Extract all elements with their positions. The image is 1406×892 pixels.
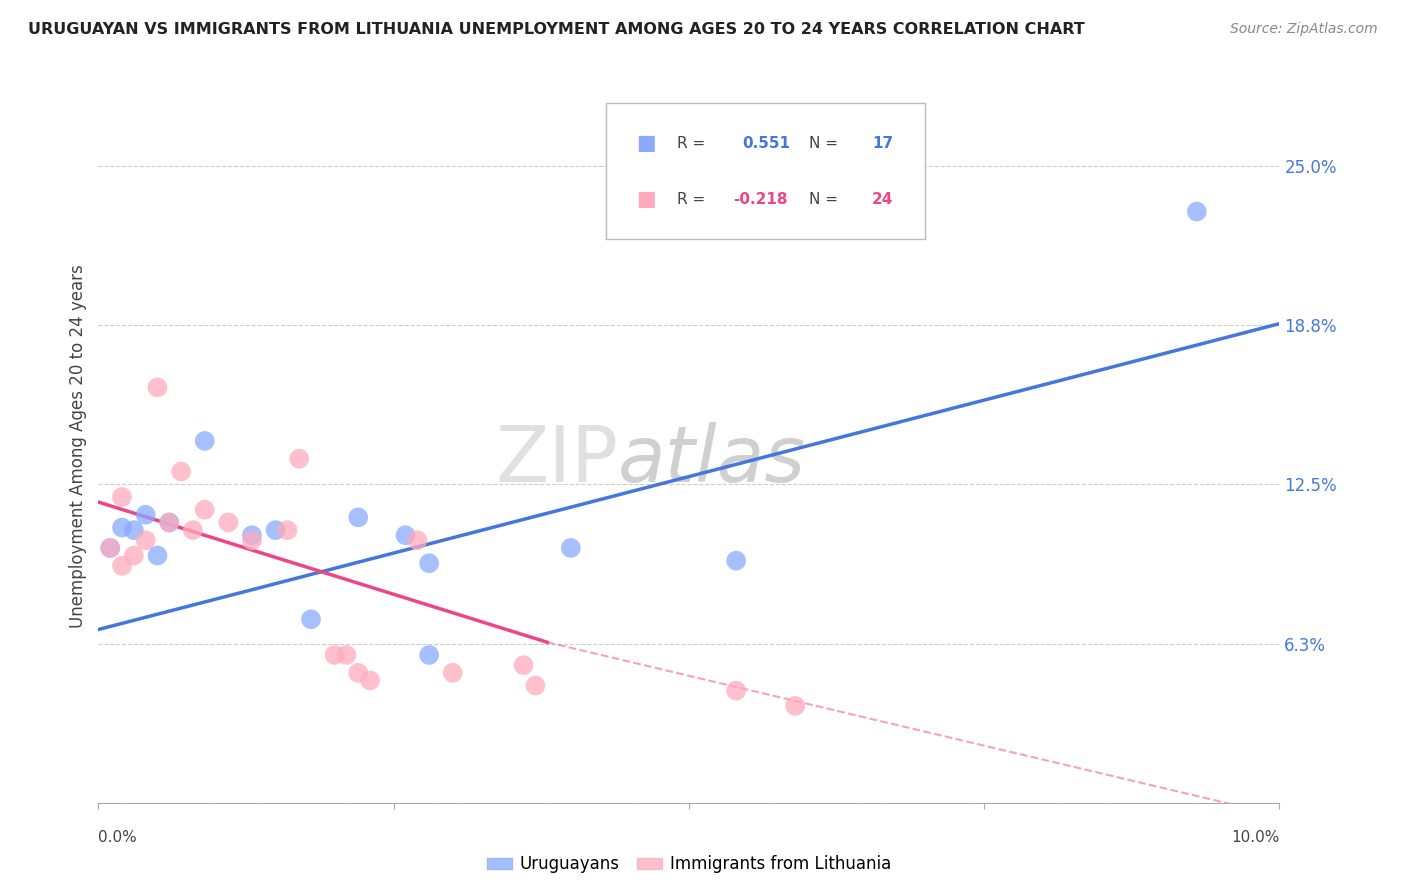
Point (441, 665, 464, 680)
Point (194, 502, 217, 516)
Point (299, 612, 322, 626)
Text: 24: 24 (872, 192, 893, 207)
Point (347, 510, 370, 524)
Text: atlas: atlas (619, 422, 806, 499)
Point (157, 516, 180, 530)
Point (512, 658, 534, 673)
Text: R =: R = (678, 192, 710, 207)
Point (194, 434, 217, 448)
Text: 10.0%: 10.0% (1232, 830, 1279, 845)
Point (157, 516, 180, 530)
Point (524, 679, 547, 693)
Point (1185, 204, 1208, 219)
Text: 0.551: 0.551 (742, 136, 790, 151)
Point (111, 558, 134, 573)
Point (406, 533, 429, 548)
Point (135, 533, 157, 548)
Point (170, 465, 193, 479)
Point (217, 516, 239, 530)
Point (98, 541, 121, 555)
Point (122, 549, 145, 563)
Text: N =: N = (810, 192, 844, 207)
Point (785, 698, 807, 713)
Point (323, 648, 346, 662)
Point (111, 520, 134, 534)
Text: N =: N = (810, 136, 844, 151)
Point (347, 665, 370, 680)
Text: Source: ZipAtlas.com: Source: ZipAtlas.com (1230, 22, 1378, 37)
Point (725, 683, 748, 698)
Point (264, 523, 287, 537)
Text: R =: R = (678, 136, 710, 151)
Point (630, 163, 652, 178)
Point (146, 380, 169, 394)
Point (394, 528, 416, 542)
Point (725, 554, 748, 568)
Point (181, 523, 204, 537)
Point (146, 549, 169, 563)
Y-axis label: Unemployment Among Ages 20 to 24 years: Unemployment Among Ages 20 to 24 years (69, 264, 87, 628)
Point (122, 523, 145, 537)
Text: 17: 17 (872, 136, 893, 151)
Point (240, 528, 263, 542)
Text: -0.218: -0.218 (733, 192, 787, 207)
Point (288, 451, 311, 466)
Text: ■: ■ (636, 134, 655, 153)
Point (111, 490, 134, 504)
Point (359, 673, 381, 688)
Point (418, 648, 440, 662)
Point (418, 556, 440, 570)
Text: ZIP: ZIP (495, 422, 619, 499)
FancyBboxPatch shape (606, 103, 925, 239)
Point (276, 523, 298, 537)
Point (240, 533, 263, 548)
Text: URUGUAYAN VS IMMIGRANTS FROM LITHUANIA UNEMPLOYMENT AMONG AGES 20 TO 24 YEARS CO: URUGUAYAN VS IMMIGRANTS FROM LITHUANIA U… (28, 22, 1085, 37)
Point (135, 508, 157, 522)
Legend: Uruguayans, Immigrants from Lithuania: Uruguayans, Immigrants from Lithuania (479, 849, 898, 880)
Point (98, 541, 121, 555)
Text: ■: ■ (636, 189, 655, 209)
Point (560, 541, 582, 555)
Point (335, 648, 357, 662)
Text: 0.0%: 0.0% (98, 830, 138, 845)
